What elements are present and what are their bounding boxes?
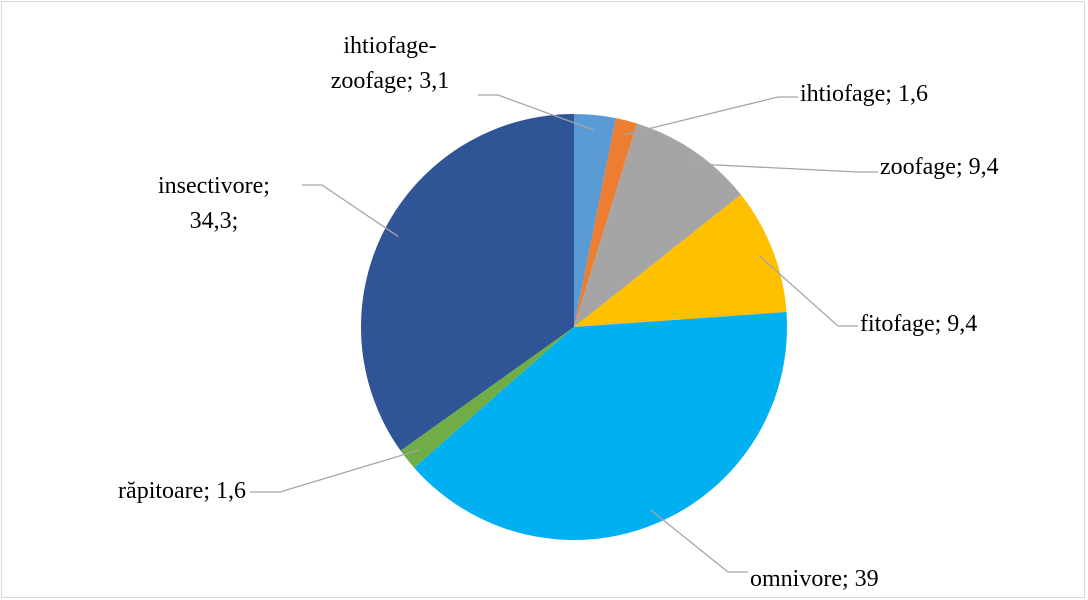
leader-line xyxy=(685,162,878,173)
pie-slice xyxy=(574,123,741,327)
data-label: răpitoare; 1,6 xyxy=(118,478,246,504)
data-label: fitofage; 9,4 xyxy=(860,311,977,337)
leader-line xyxy=(622,96,798,136)
data-label: ihtiofage-zoofage; 3,1 xyxy=(331,33,450,94)
data-label: insectivore; 34,3; xyxy=(158,173,270,234)
pie-slice xyxy=(400,327,574,468)
leader-line xyxy=(250,449,419,493)
pie-slice xyxy=(574,194,787,327)
pie-slice xyxy=(574,118,637,327)
leader-line xyxy=(302,184,399,237)
pie-slice xyxy=(574,114,616,327)
pie-slice xyxy=(414,312,787,540)
pie-slice xyxy=(361,114,574,451)
leader-line xyxy=(478,94,594,131)
data-label: zoofage; 9,4 xyxy=(880,154,999,180)
leader-line xyxy=(649,509,748,573)
data-label: omnivore; 39 xyxy=(750,566,879,592)
data-label: ihtiofage; 1,6 xyxy=(800,81,928,107)
leader-line xyxy=(758,254,858,327)
